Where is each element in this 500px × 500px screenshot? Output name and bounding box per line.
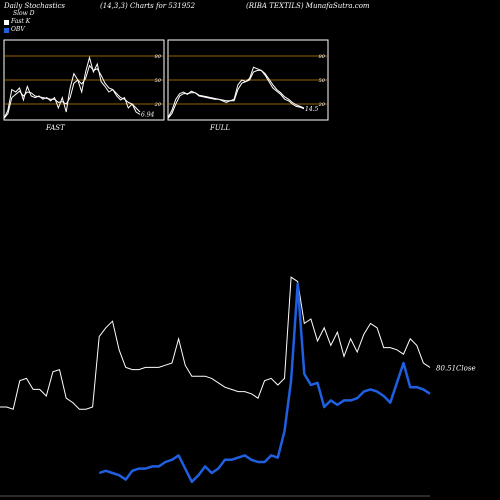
chart-title-right: (RIBA TEXTILS) MunafaSutra.com: [246, 2, 370, 10]
series-line-0: [167, 66, 305, 118]
panel-full: 20 50 80 14.5 FULL: [167, 39, 329, 132]
obv-line: [98, 282, 431, 484]
close-suffix: Close: [456, 364, 476, 372]
close-line: [0, 276, 431, 410]
legend-item-fast-k: Fast K: [4, 18, 35, 26]
y-tick-label: 50: [155, 78, 162, 84]
y-tick-label: 50: [319, 78, 326, 84]
legend-swatch: [4, 27, 9, 33]
y-tick-label: 20: [154, 102, 162, 108]
panel-fast: 20 50 80 6.94 FAST: [3, 39, 165, 132]
x-axis-label: FAST: [45, 124, 66, 132]
legend-item-slow-d: Slow D: [4, 10, 35, 18]
y-tick-label: 80: [319, 54, 326, 60]
series-line-1: [3, 64, 141, 119]
main-panel: 80.51Close: [0, 276, 476, 497]
chart-title-left: Daily Stochastics: [4, 2, 66, 10]
chart-title-center: (14,3,3) Charts for 531952: [100, 2, 196, 10]
last-value-label: 6.94: [141, 111, 155, 118]
legend: Slow D Fast K OBV: [4, 10, 35, 34]
series-line-0: [3, 55, 141, 119]
y-tick-label: 80: [155, 54, 162, 60]
legend-label: OBV: [11, 26, 25, 33]
last-value-label: 14.5: [305, 106, 319, 113]
series-line-1: [167, 69, 305, 119]
legend-label: Slow D: [13, 10, 35, 17]
legend-label: Fast K: [11, 18, 31, 25]
legend-swatch: [4, 10, 11, 18]
close-value: 80.51: [436, 364, 456, 372]
x-axis-label: FULL: [209, 124, 230, 132]
y-tick-label: 20: [318, 102, 326, 108]
legend-item-obv: OBV: [4, 26, 35, 34]
legend-swatch: [4, 19, 9, 25]
close-value-label: 80.51Close: [436, 364, 476, 372]
